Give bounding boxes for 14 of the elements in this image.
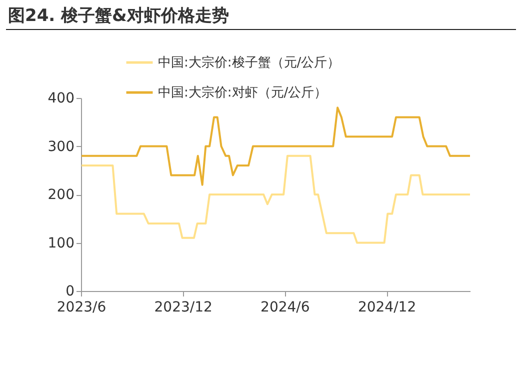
y-tick-label: 0	[66, 284, 74, 300]
x-tick-label: 2024/12	[358, 300, 416, 316]
y-tick-label: 100	[48, 235, 74, 252]
x-tick-label: 2023/12	[154, 300, 212, 316]
chart-title: 图24. 梭子蟹&对虾价格走势	[8, 5, 229, 27]
y-tick-label: 200	[48, 187, 74, 203]
line-series	[80, 154, 471, 244]
y-tick-label: 400	[48, 90, 74, 106]
x-tick-label: 2023/6	[56, 300, 106, 316]
x-tick-label: 2024/6	[260, 300, 310, 316]
y-tick-label: 300	[48, 138, 74, 155]
line-series	[80, 106, 471, 186]
legend-label: 中国:大宗价:对虾（元/公斤）	[158, 84, 328, 100]
legend-label: 中国:大宗价:梭子蟹（元/公斤）	[158, 54, 340, 70]
